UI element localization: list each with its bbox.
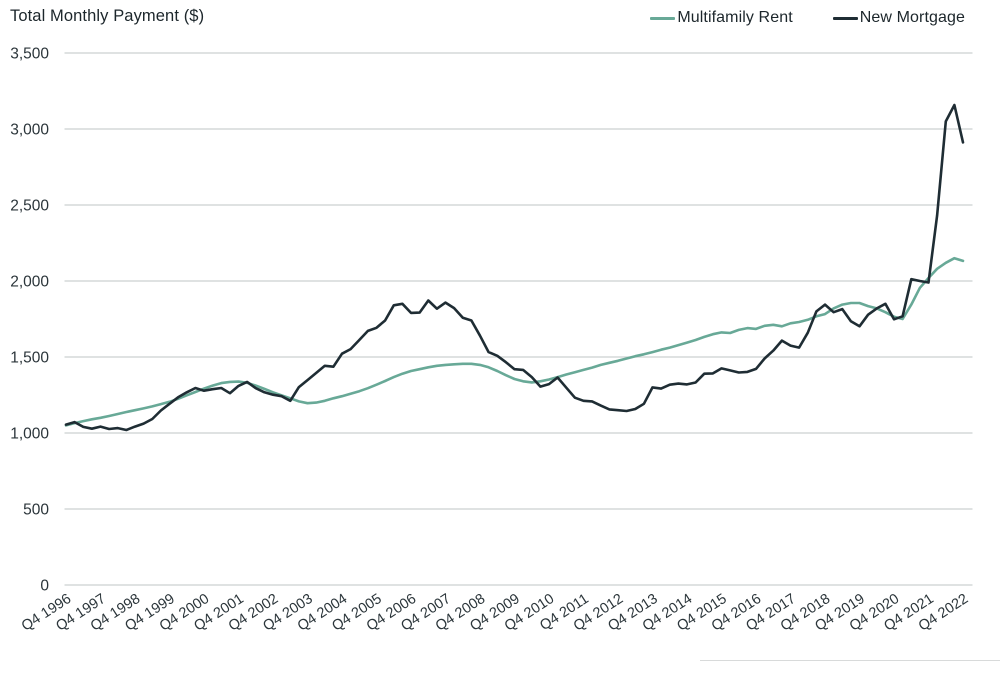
- y-axis-tick-label: 2,500: [10, 198, 49, 215]
- y-axis-tick-label: 2,000: [10, 274, 49, 291]
- legend-label: New Mortgage: [859, 9, 965, 26]
- chart-title: Total Monthly Payment ($): [10, 7, 205, 25]
- y-axis-tick-label: 3,000: [10, 122, 49, 139]
- y-axis-tick-label: 1,000: [10, 426, 49, 443]
- new-mortgage-line-swatch: [832, 16, 858, 20]
- bottom-divider: [700, 660, 1000, 661]
- chart-legend: Multifamily Rent New Mortgage: [650, 9, 965, 27]
- multifamily-rent-line-swatch: [650, 16, 676, 20]
- new-mortgage-line: [64, 103, 965, 432]
- legend-item-multifamily-rent: Multifamily Rent: [650, 9, 793, 27]
- y-axis-tick-label: 3,500: [10, 46, 49, 63]
- y-axis-tick-label: 500: [23, 502, 49, 519]
- y-axis-tick-label: 0: [40, 578, 49, 595]
- legend-label: Multifamily Rent: [677, 9, 793, 26]
- legend-item-new-mortgage: New Mortgage: [832, 9, 965, 27]
- y-axis-tick-label: 1,500: [10, 350, 49, 367]
- multifamily-rent-line: [64, 256, 965, 427]
